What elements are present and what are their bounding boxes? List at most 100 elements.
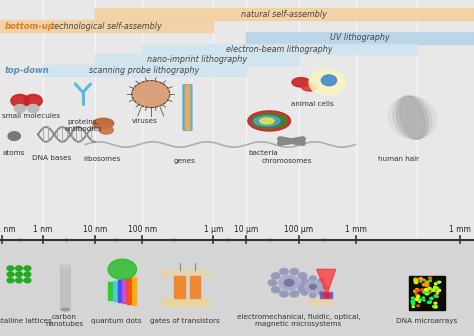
Circle shape [321,75,337,86]
Circle shape [436,293,438,294]
Ellipse shape [292,78,310,87]
Circle shape [426,285,428,287]
Circle shape [437,291,438,293]
Circle shape [418,278,422,281]
Ellipse shape [393,96,432,139]
Circle shape [417,305,419,306]
Bar [320,292,332,298]
FancyBboxPatch shape [186,85,190,130]
Ellipse shape [99,126,113,134]
Text: quantum dots: quantum dots [91,318,141,324]
Circle shape [16,272,22,277]
Text: chromosomes: chromosomes [262,158,312,164]
Circle shape [422,284,426,286]
Circle shape [272,273,280,279]
Bar [95,8,474,20]
Circle shape [425,292,429,295]
Circle shape [429,278,432,280]
Circle shape [7,266,14,271]
Circle shape [423,299,425,301]
FancyBboxPatch shape [183,85,192,130]
Circle shape [429,280,431,282]
Ellipse shape [93,118,114,128]
Text: genes: genes [174,158,196,164]
Text: 1 nm: 1 nm [33,224,52,234]
Circle shape [434,286,437,288]
Circle shape [422,297,425,298]
Ellipse shape [62,265,69,267]
Circle shape [279,276,300,290]
Text: nano-imprint lithography: nano-imprint lithography [146,55,247,64]
Circle shape [419,299,422,301]
Circle shape [425,290,428,292]
Circle shape [416,289,419,292]
Circle shape [416,295,420,298]
Circle shape [310,284,316,289]
Ellipse shape [388,96,437,139]
Ellipse shape [254,116,280,126]
Text: small molecules: small molecules [2,113,60,119]
Circle shape [425,281,428,283]
Text: 1 μm: 1 μm [204,224,223,234]
Ellipse shape [251,114,287,129]
Circle shape [414,278,416,280]
Bar [43,65,246,76]
Ellipse shape [396,96,428,139]
Circle shape [419,301,420,302]
Text: 100 μm: 100 μm [284,224,313,234]
Circle shape [301,290,308,295]
Bar [190,276,200,298]
Circle shape [417,296,419,297]
Circle shape [434,295,437,297]
Circle shape [411,300,414,303]
Circle shape [434,302,437,304]
Circle shape [412,306,414,307]
Circle shape [309,70,345,95]
Circle shape [434,287,437,289]
Circle shape [280,291,288,297]
Circle shape [413,290,417,292]
Circle shape [280,268,288,275]
Circle shape [414,279,417,282]
Circle shape [423,279,425,281]
Circle shape [436,296,438,297]
Circle shape [432,306,435,307]
Circle shape [423,291,426,293]
Bar [409,276,445,310]
Circle shape [298,273,307,279]
Text: carbon
nanotubes: carbon nanotubes [45,314,83,327]
Circle shape [8,132,20,140]
Circle shape [438,289,441,291]
Circle shape [437,281,440,284]
Text: 10 μm: 10 μm [234,224,259,234]
Circle shape [438,290,440,292]
Circle shape [415,293,418,295]
Circle shape [421,289,423,291]
Bar [162,298,208,306]
Circle shape [425,291,429,293]
Circle shape [429,301,431,302]
Circle shape [16,278,22,283]
Circle shape [437,290,439,291]
Circle shape [27,104,39,113]
Text: 0.1 nm: 0.1 nm [0,224,16,234]
Circle shape [419,278,423,280]
Text: ribosomes: ribosomes [83,156,120,162]
Text: atoms: atoms [3,150,26,156]
Bar [142,44,417,54]
Circle shape [24,266,31,271]
Circle shape [321,284,328,289]
Circle shape [432,289,435,291]
Text: DNA bases: DNA bases [32,155,72,161]
Circle shape [318,279,325,283]
Circle shape [24,94,42,107]
Circle shape [290,268,299,275]
Circle shape [301,280,310,286]
Circle shape [272,287,280,293]
Circle shape [7,278,14,283]
Text: electron-beam lithography: electron-beam lithography [227,45,333,53]
Circle shape [24,272,31,277]
Text: electromechanical, fluidic, optical,
magnetic microsystems: electromechanical, fluidic, optical, mag… [237,314,360,327]
Bar [127,278,131,304]
Circle shape [14,104,26,113]
